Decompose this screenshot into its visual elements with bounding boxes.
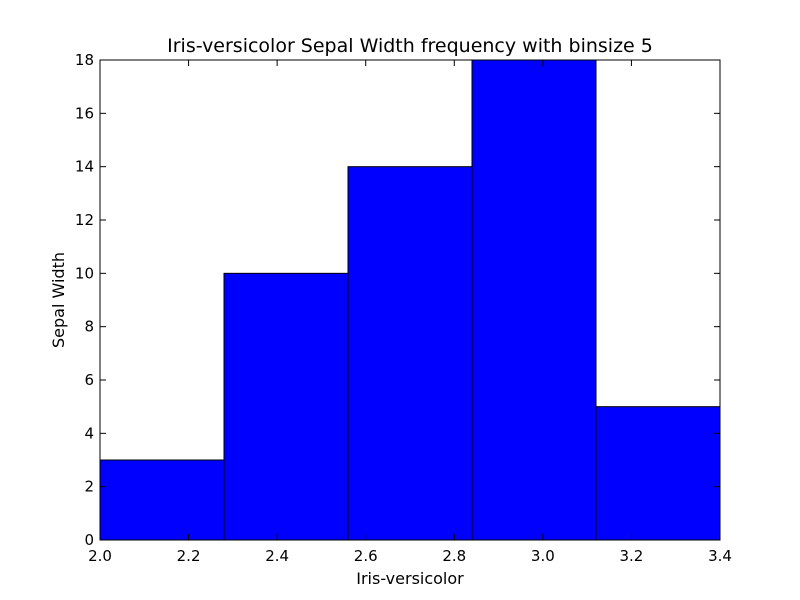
x-tick-label-1: 2.2 bbox=[177, 547, 201, 565]
histogram-bar-3 bbox=[347, 166, 473, 541]
y-tick-label-6: 12 bbox=[75, 211, 94, 229]
histogram-bar-4 bbox=[471, 59, 597, 541]
histogram-bar-2 bbox=[223, 272, 349, 541]
y-tick-label-3: 6 bbox=[84, 371, 94, 389]
histogram-bar-1 bbox=[99, 459, 225, 541]
axis-ticks-group: 2.0 2.2 2.4 2.6 2.8 3.0 3.2 3.4 0 2 4 6 8 10 12 14 16 18 bbox=[75, 51, 732, 565]
y-tick-label-9: 18 bbox=[75, 51, 94, 69]
y-tick-label-7: 14 bbox=[75, 158, 94, 176]
y-tick-label-5: 10 bbox=[75, 264, 94, 282]
y-tick-label-4: 8 bbox=[84, 318, 94, 336]
plot-frame bbox=[99, 59, 721, 541]
y-tick-label-1: 2 bbox=[84, 478, 94, 496]
x-tick-label-6: 3.2 bbox=[619, 547, 643, 565]
y-tick-label-8: 16 bbox=[75, 104, 94, 122]
y-axis-label: Sepal Width bbox=[49, 252, 68, 348]
x-tick-label-7: 3.4 bbox=[708, 547, 732, 565]
y-tick-label-2: 4 bbox=[84, 424, 94, 442]
x-axis-label: Iris-versicolor bbox=[356, 569, 464, 588]
chart-title: Iris-versicolor Sepal Width frequency wi… bbox=[167, 35, 653, 57]
x-tick-label-5: 3.0 bbox=[531, 547, 555, 565]
x-tick-label-2: 2.4 bbox=[265, 547, 289, 565]
bars-group bbox=[99, 59, 721, 541]
histogram-bar-5 bbox=[595, 406, 721, 541]
x-tick-label-4: 2.8 bbox=[442, 547, 466, 565]
x-tick-label-0: 2.0 bbox=[88, 547, 112, 565]
y-tick-label-0: 0 bbox=[84, 531, 94, 549]
x-tick-label-3: 2.6 bbox=[354, 547, 378, 565]
